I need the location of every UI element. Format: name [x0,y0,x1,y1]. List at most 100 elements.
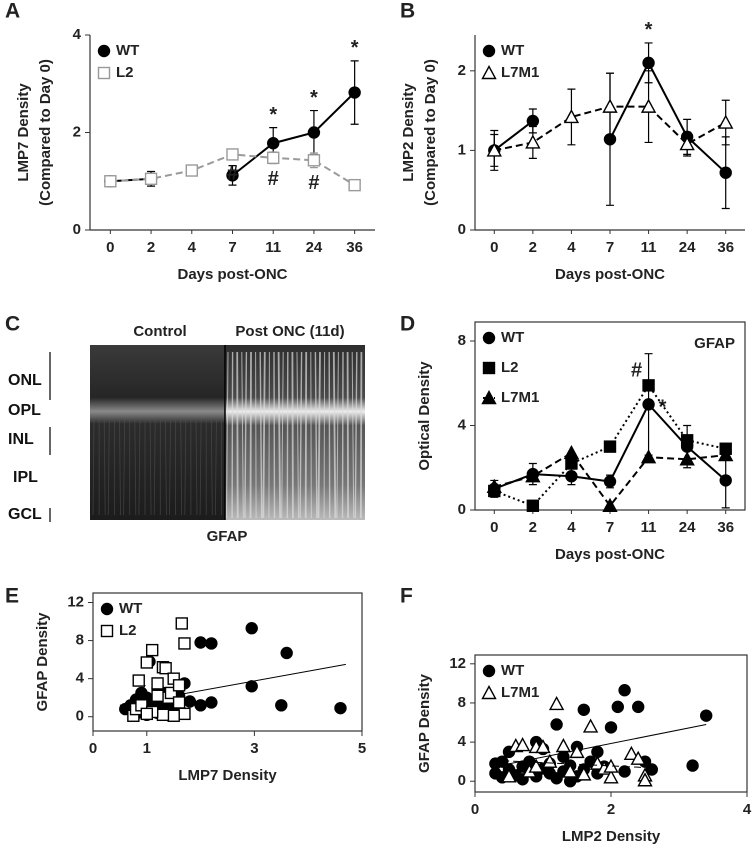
x-tick-label: 7 [606,239,614,256]
marker [334,701,347,715]
x-axis-label: LMP2 Density [562,828,661,845]
marker [172,696,186,709]
x-tick-label: 4 [743,801,752,818]
marker [482,44,496,58]
y-tick-label: 4 [76,670,85,687]
y-tick-label: 4 [458,416,467,433]
fiber [231,351,234,519]
marker [132,674,145,687]
y-tick-label: 8 [458,694,466,711]
marker [482,331,496,345]
plot-frame [92,592,363,732]
marker [100,624,114,638]
legend-bg [99,599,169,619]
y-tick-label: 2 [73,123,81,140]
x-axis-label: Days post-ONC [555,546,665,563]
y-tick-label: 0 [458,501,466,518]
legend-bg [481,661,551,681]
fiber [262,351,266,519]
marker [645,763,658,776]
marker [718,447,734,462]
legend-bg [99,621,169,641]
fiber [165,419,167,516]
marker [245,680,258,693]
panel-letter: A [5,0,20,23]
column-label: Post ONC (11d) [235,323,344,340]
marker [275,699,288,712]
legend-label: WT [501,662,524,679]
legend-bg [481,328,551,348]
y-tick-label: 0 [458,221,466,238]
legend-bg [481,388,551,408]
marker [618,684,631,697]
fiber [277,351,281,519]
marker [602,98,618,113]
x-tick-label: 1 [143,740,151,757]
fiber [332,351,337,519]
fiber [119,419,121,516]
fiber [310,351,312,519]
fiber [107,419,110,516]
fiber [236,351,239,519]
marker [542,753,558,768]
series-line [609,60,727,174]
series-line [493,120,534,152]
marker [267,151,280,165]
marker [100,602,114,616]
marker [576,766,592,781]
legend-label: L7M1 [501,389,539,406]
marker [144,172,158,186]
x-tick-label: 0 [471,801,479,818]
y-tick-label: 12 [67,593,84,610]
fiber [296,351,299,519]
fiber [123,419,125,516]
marker [175,617,188,630]
annotation: GFAP [694,335,735,352]
marker [97,44,111,58]
marker [156,708,170,722]
marker [526,499,540,512]
marker [642,379,655,392]
marker [514,737,531,752]
legend-bg [96,41,166,61]
x-tick-label: 36 [717,519,734,536]
y-tick-label: 4 [458,733,467,750]
marker [194,636,207,649]
marker [194,699,207,712]
panel-letter: C [5,313,20,336]
legend-bg [481,683,551,703]
marker [642,398,655,411]
fiber [92,419,95,516]
panel-letter: B [400,0,415,23]
x-tick-label: 11 [641,239,657,256]
marker [226,148,239,161]
legend-bg [481,41,551,61]
x-axis-label: Days post-ONC [555,266,665,283]
marker [185,164,198,177]
fiber [351,351,355,519]
legend-bg [481,358,551,378]
marker [205,696,218,709]
marker [486,142,502,157]
marker [603,475,617,488]
fiber [249,351,252,519]
fiber [153,419,156,516]
x-tick-label: 5 [358,740,366,757]
marker [642,56,655,70]
fiber [286,351,289,519]
y-axis-label: LMP2 Density [400,83,417,182]
panel-c: C Control Post ONC (11d) ONL OPL INL IPL… [5,313,365,545]
marker [280,646,293,660]
fiber [354,351,358,519]
x-tick-label: 2 [607,801,615,818]
x-tick-label: 7 [228,239,236,256]
y-tick-label: 0 [458,772,466,789]
y-tick-label: 0 [76,708,84,725]
legend-label: WT [501,329,524,346]
marker [205,637,218,650]
fiber [314,351,318,519]
marker [569,743,585,759]
marker [700,709,713,722]
marker [603,769,619,784]
